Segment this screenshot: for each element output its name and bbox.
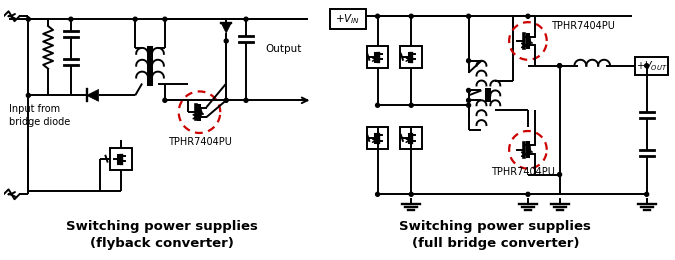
Bar [400, 127, 422, 149]
Text: TPHR7404PU: TPHR7404PU [167, 137, 232, 147]
Circle shape [645, 192, 649, 196]
Circle shape [645, 64, 649, 68]
Circle shape [69, 17, 73, 21]
Text: $+V_{IN}$: $+V_{IN}$ [335, 12, 360, 26]
Circle shape [26, 17, 30, 21]
Circle shape [375, 192, 379, 196]
Circle shape [375, 14, 379, 18]
Bar [367, 46, 388, 68]
Circle shape [133, 17, 137, 21]
Circle shape [375, 103, 379, 107]
Circle shape [26, 93, 30, 97]
Bar [634, 57, 668, 75]
Circle shape [224, 39, 228, 43]
Circle shape [466, 103, 470, 107]
Polygon shape [221, 23, 231, 33]
Circle shape [466, 59, 470, 63]
Circle shape [466, 88, 470, 92]
Circle shape [409, 192, 413, 196]
Polygon shape [200, 110, 203, 114]
Circle shape [558, 64, 562, 68]
Circle shape [409, 14, 413, 18]
Text: Switching power supplies: Switching power supplies [66, 220, 258, 233]
Circle shape [163, 17, 167, 21]
Bar [367, 127, 388, 149]
Circle shape [244, 17, 248, 21]
Text: Output: Output [266, 44, 302, 54]
Circle shape [409, 103, 413, 107]
Text: TPHR7404PU: TPHR7404PU [551, 21, 614, 31]
Text: TPHR7404PU: TPHR7404PU [491, 167, 556, 177]
Bar [330, 9, 366, 29]
Text: $+V_{OUT}$: $+V_{OUT}$ [636, 59, 668, 73]
Circle shape [466, 14, 470, 18]
Polygon shape [528, 148, 532, 152]
Circle shape [244, 98, 248, 102]
Text: (full bridge converter): (full bridge converter) [412, 237, 579, 250]
Circle shape [558, 64, 562, 68]
Circle shape [526, 192, 530, 196]
Circle shape [466, 98, 470, 102]
Bar [400, 46, 422, 68]
Circle shape [163, 98, 167, 102]
Text: Input from
bridge diode: Input from bridge diode [9, 103, 70, 127]
Circle shape [558, 173, 562, 177]
Text: (flyback converter): (flyback converter) [90, 237, 234, 250]
Text: Switching power supplies: Switching power supplies [400, 220, 591, 233]
Circle shape [526, 14, 530, 18]
Circle shape [224, 98, 228, 102]
Bar [111, 148, 132, 170]
Polygon shape [86, 89, 99, 101]
Polygon shape [528, 39, 532, 43]
